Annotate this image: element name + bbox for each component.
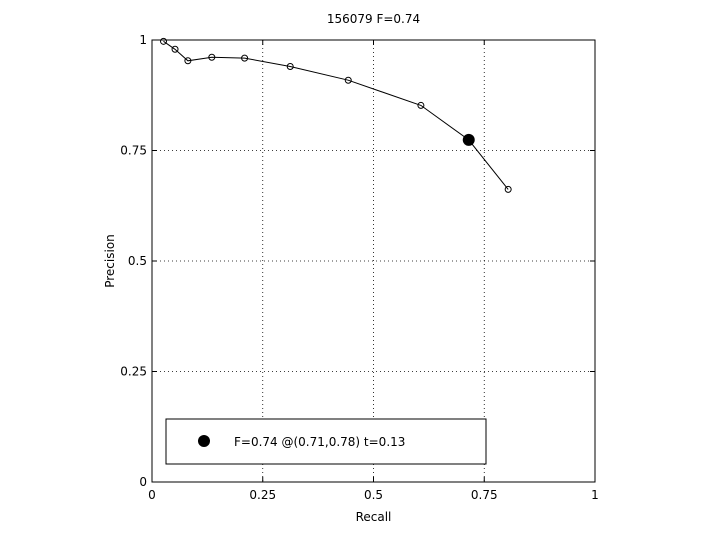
- series-layer: [160, 37, 512, 193]
- legend: F=0.74 @(0.71,0.78) t=0.13: [165, 418, 487, 465]
- data-point: [344, 76, 352, 84]
- data-point: [160, 37, 168, 45]
- data-point: [184, 57, 192, 65]
- data-point: [241, 54, 249, 62]
- y-tick-label: 1: [139, 33, 147, 47]
- x-axis-label: Recall: [356, 510, 392, 524]
- legend-box: [165, 418, 487, 465]
- data-point: [504, 185, 512, 193]
- y-tick-label: 0.75: [120, 144, 147, 158]
- y-tick-label: 0.5: [128, 254, 147, 268]
- y-tick-label: 0: [139, 475, 147, 489]
- ticks: 0 0.25 0.5 0.75 1 0 0.25 0.5 0.75 1: [120, 33, 599, 502]
- data-point: [286, 63, 294, 71]
- x-tick-label: 0.75: [471, 488, 498, 502]
- x-tick-label: 0.5: [364, 488, 383, 502]
- x-tick-label: 0.25: [249, 488, 276, 502]
- legend-label: F=0.74 @(0.71,0.78) t=0.13: [234, 435, 405, 449]
- x-tick-label: 0: [148, 488, 156, 502]
- legend-marker-filled-circle: [198, 435, 210, 447]
- y-tick-label: 0.25: [120, 365, 147, 379]
- y-axis-label: Precision: [103, 234, 117, 288]
- series-line: [163, 40, 509, 190]
- data-point: [208, 53, 216, 61]
- data-point: [417, 101, 425, 109]
- x-tick-label: 1: [591, 488, 599, 502]
- data-point: [171, 45, 179, 53]
- highlight-point: [462, 133, 475, 146]
- chart-title: 156079 F=0.74: [327, 12, 420, 26]
- grid: [152, 40, 595, 482]
